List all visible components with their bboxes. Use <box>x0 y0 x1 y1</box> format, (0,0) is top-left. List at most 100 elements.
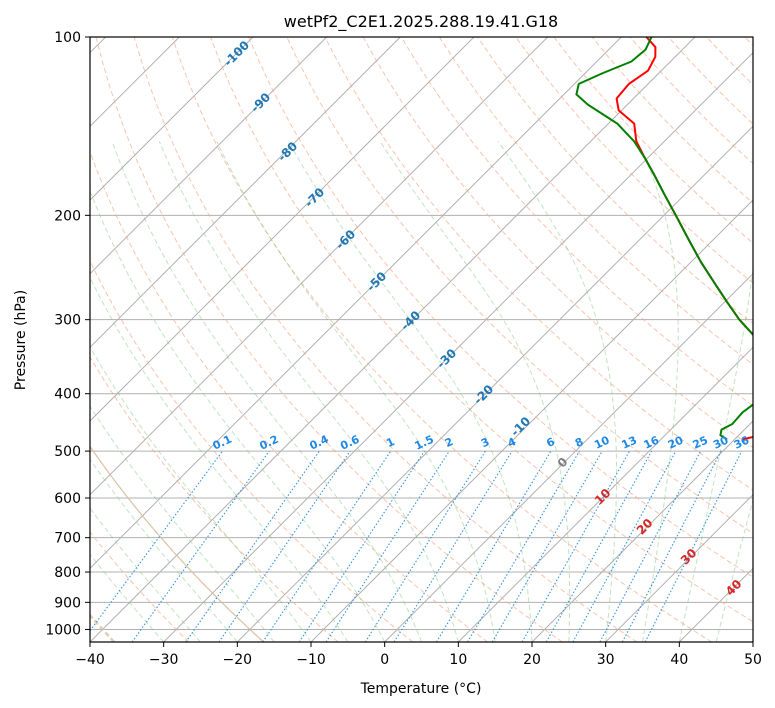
moist-adiabat-label: 30 <box>678 546 700 568</box>
x-tick-label: −10 <box>296 652 326 668</box>
moist-adiabat <box>216 141 496 642</box>
mixing-ratio-line <box>90 450 223 632</box>
moist-adiabat <box>636 141 679 642</box>
mixing-ratio-label: 10 <box>592 433 612 451</box>
mixing-ratio-label: 2 <box>443 435 455 450</box>
dry-adiabat <box>438 37 753 366</box>
mixing-ratio-line <box>572 450 677 642</box>
y-tick-label: 700 <box>54 531 81 547</box>
dry-adiabat-label: -80 <box>275 139 300 164</box>
moist-adiabat <box>288 141 533 642</box>
moist-adiabat <box>90 507 201 642</box>
moist-adiabat <box>90 345 312 642</box>
temperature-line <box>615 37 753 441</box>
y-tick-label: 400 <box>54 387 81 403</box>
x-tick-label: −20 <box>223 652 253 668</box>
dry-adiabat <box>210 37 753 623</box>
dry-adiabat <box>90 150 488 642</box>
mixing-ratio-label: 20 <box>666 433 686 451</box>
mixing-ratio-label: 1 <box>384 435 396 450</box>
moist-adiabat <box>90 458 238 642</box>
mixing-ratio-label: 36 <box>732 433 752 451</box>
x-tick-label: 10 <box>449 652 467 668</box>
isotherm-line <box>90 37 696 642</box>
y-tick-label: 1000 <box>45 622 81 638</box>
mixing-ratio-line <box>545 450 653 642</box>
moist-adiabat <box>715 498 753 642</box>
dry-adiabat <box>248 37 753 578</box>
mixing-ratio-label: 0.4 <box>307 432 330 452</box>
moist-adiabat <box>111 141 422 642</box>
mixing-ratio-line <box>298 450 425 642</box>
y-axis-label: Pressure (hPa) <box>13 290 29 390</box>
isotherm-line <box>163 51 753 642</box>
dry-adiabat <box>90 531 190 642</box>
dry-adiabat <box>133 37 638 642</box>
dry-adiabat <box>90 356 339 642</box>
dry-adiabat <box>90 259 414 642</box>
mixing-ratio-line <box>621 450 722 642</box>
mixing-ratio-label: 13 <box>620 434 639 452</box>
isotherm-line <box>531 420 753 642</box>
plot-frame <box>89 36 754 643</box>
dry-adiabat <box>324 37 753 491</box>
mixing-ratio-line <box>325 450 450 642</box>
mixing-ratio-line <box>521 450 630 642</box>
isotherm-line <box>384 272 753 642</box>
isotherm-line <box>90 37 401 349</box>
mixing-ratio-line <box>599 450 702 642</box>
x-tick-label: −40 <box>75 652 105 668</box>
dewpoint-line <box>575 37 753 441</box>
plot-area <box>90 37 753 642</box>
isotherm-line <box>752 641 753 642</box>
moist-adiabat <box>90 276 349 642</box>
mixing-ratio-label: 16 <box>642 433 662 451</box>
dry-adiabat <box>95 37 563 642</box>
chart-title: wetPf2_C2E1.2025.288.19.41.G18 <box>284 12 558 32</box>
y-tick-label: 100 <box>54 30 81 46</box>
isotherm-line <box>310 199 753 642</box>
moist-adiabat-label: 10 <box>592 486 614 508</box>
mixing-ratio-label: 1.5 <box>413 433 436 453</box>
dry-adiabat <box>515 37 753 284</box>
x-tick-label: 30 <box>597 652 615 668</box>
isotherm-line <box>457 346 753 642</box>
dry-adiabat <box>90 445 264 642</box>
moist-adiabat-label: 0 <box>555 455 571 471</box>
mixing-ratio-line <box>131 450 270 642</box>
moist-adiabat <box>497 141 617 642</box>
isotherm-line <box>90 37 549 496</box>
isotherm-line <box>236 125 753 642</box>
dry-adiabat <box>171 37 712 642</box>
isotherm-line <box>90 37 622 570</box>
y-tick-label: 800 <box>54 565 81 581</box>
isotherm-line <box>605 493 753 642</box>
dry-adiabat-label: -20 <box>471 382 496 407</box>
y-tick-label: 500 <box>54 444 81 460</box>
moist-adiabat <box>90 405 275 642</box>
moist-adiabat <box>158 141 459 642</box>
mixing-ratio-line <box>364 450 486 642</box>
y-tick-label: 600 <box>54 491 81 507</box>
mixing-ratio-line <box>393 450 513 642</box>
moist-adiabat <box>90 553 165 642</box>
y-tick-label: 900 <box>54 595 81 611</box>
moist-adiabat <box>379 141 571 642</box>
mixing-ratio-line <box>218 450 351 642</box>
moist-adiabat <box>678 265 753 642</box>
x-tick-label: 0 <box>380 652 389 668</box>
isotherm-line <box>90 37 328 275</box>
isotherm-line <box>90 37 254 201</box>
dry-adiabat <box>744 37 753 47</box>
x-axis-label: Temperature (°C) <box>360 681 482 697</box>
mixing-ratio-label: 25 <box>691 434 710 452</box>
y-tick-label: 200 <box>54 208 81 224</box>
y-tick-label: 300 <box>54 313 81 329</box>
dry-adiabat <box>90 445 264 642</box>
dry-adiabat <box>400 37 753 407</box>
dry-adiabat <box>706 37 753 86</box>
mixing-ratio-label: 0.1 <box>211 433 234 453</box>
mixing-ratio-line <box>644 450 743 642</box>
mixing-ratio-line <box>185 450 320 642</box>
